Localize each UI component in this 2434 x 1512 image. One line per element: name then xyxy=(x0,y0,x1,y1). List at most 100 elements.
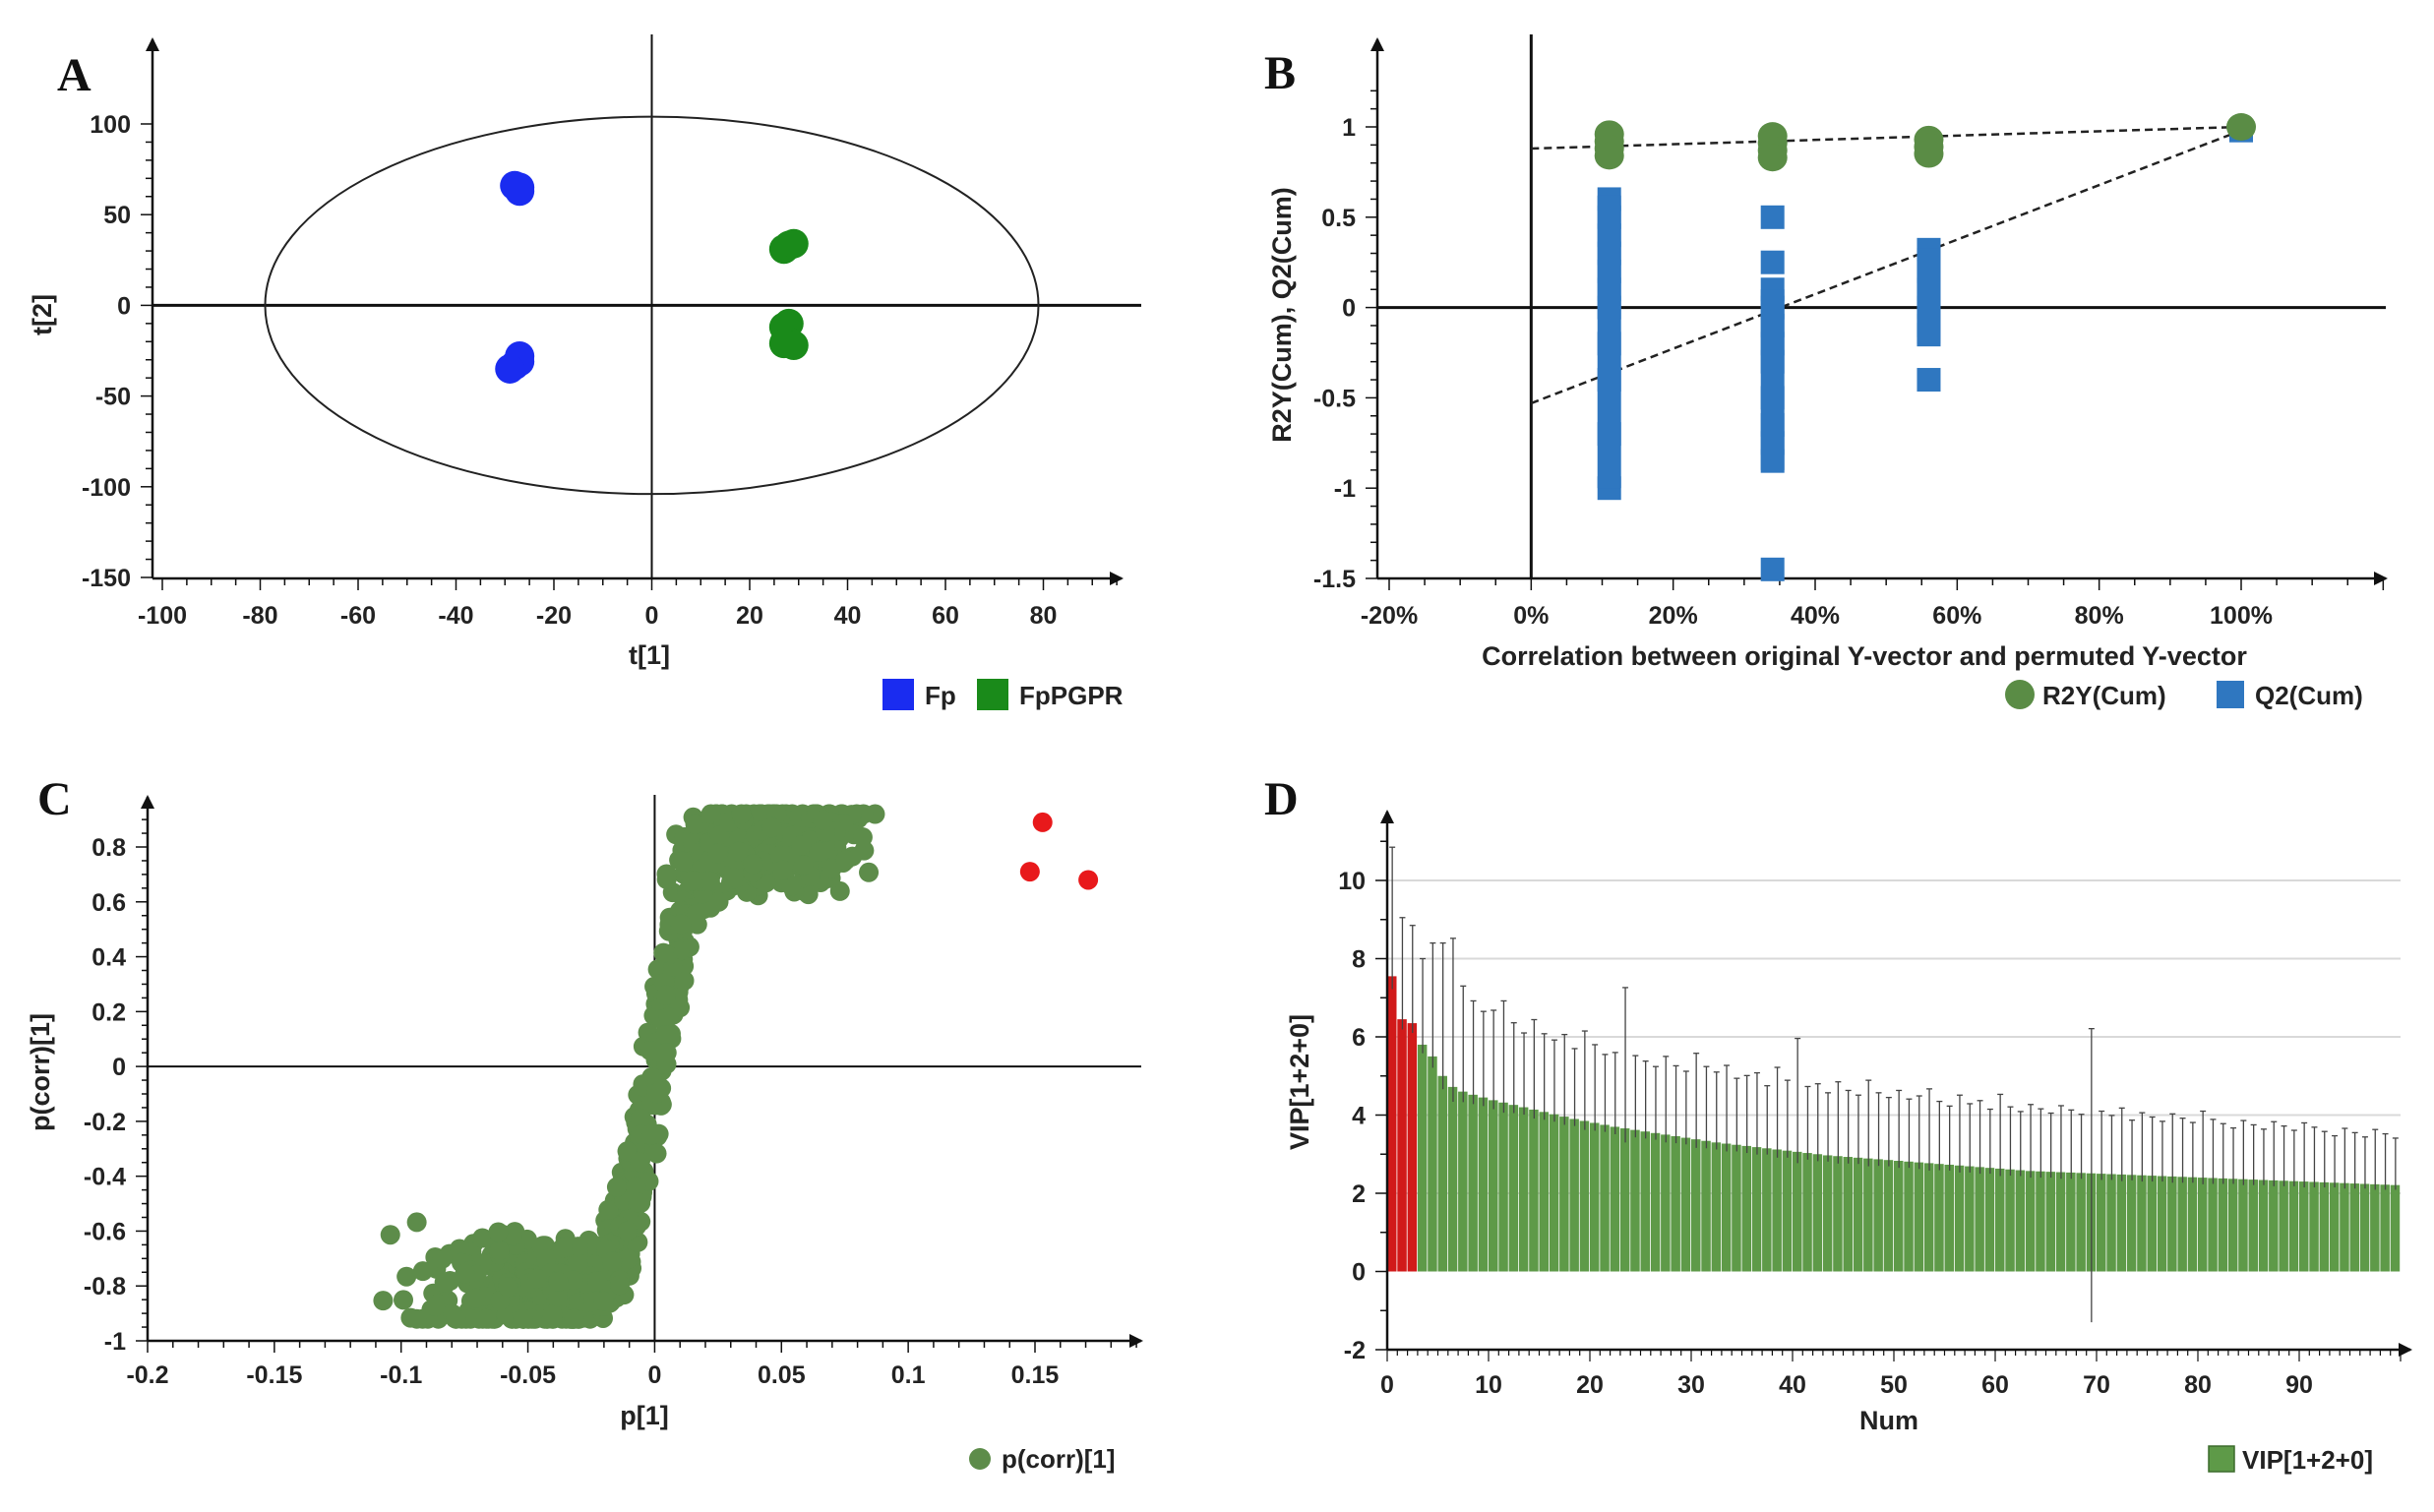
c-point-pcorr xyxy=(655,985,676,1005)
c-point-pcorr xyxy=(526,1268,547,1289)
d-bar xyxy=(2116,1174,2127,1272)
c-point-pcorr xyxy=(617,1249,638,1270)
c-point-pcorr xyxy=(756,873,776,893)
b-point-q2 xyxy=(1917,368,1941,393)
d-y-tick-label: 8 xyxy=(1352,946,1366,974)
c-point-pcorr xyxy=(626,1177,646,1197)
d-bar xyxy=(1508,1105,1519,1272)
d-x-tick-label: 20 xyxy=(1576,1371,1604,1399)
d-bar xyxy=(1650,1132,1661,1272)
d-bar xyxy=(1711,1142,1722,1272)
b-y-tick-label: 0.5 xyxy=(1321,205,1356,232)
c-point-pcorr xyxy=(646,1083,667,1104)
b-y-axis-label: R2Y(Cum), Q2(Cum) xyxy=(1267,187,1297,443)
b-legend-swatch-r2y xyxy=(2005,680,2035,709)
c-point-pcorr xyxy=(685,814,705,834)
a-legend-label-fppgpr: FpPGPR xyxy=(1019,681,1124,710)
d-bar xyxy=(2299,1181,2309,1272)
d-bar xyxy=(2258,1179,2269,1272)
d-bar xyxy=(1721,1143,1732,1272)
d-y-axis-label: VIP[1+2+0] xyxy=(1285,1014,1314,1150)
c-point-pcorr xyxy=(488,1222,509,1242)
d-bar xyxy=(2359,1183,2370,1272)
c-point-pcorr xyxy=(396,1266,417,1287)
panel-a-score-plot: -100 -80 -60 -40 -20 0 20 40 60 80 100 50 0 -50 -100 -1… xyxy=(28,34,1141,710)
c-y-tick-label: 0.6 xyxy=(91,889,126,917)
d-bar xyxy=(1843,1157,1853,1272)
c-point-pcorr xyxy=(656,1043,677,1063)
c-point-pcorr xyxy=(609,1275,630,1296)
c-point-pcorr xyxy=(465,1288,486,1308)
c-point-pcorr xyxy=(476,1308,497,1329)
b-point-q2 xyxy=(1760,557,1785,581)
c-y-tick-label: 0.2 xyxy=(91,998,126,1026)
d-panel-label: D xyxy=(1264,773,1299,825)
c-point-pcorr xyxy=(813,810,833,830)
d-bar xyxy=(1569,1119,1579,1272)
d-bar xyxy=(2208,1178,2218,1272)
b-point-r2y xyxy=(1914,140,1944,168)
c-point-pcorr xyxy=(455,1263,475,1284)
b-x-tick-label: 20% xyxy=(1649,602,1698,630)
c-point-pcorr xyxy=(432,1248,453,1269)
d-bar xyxy=(1782,1150,1793,1272)
a-x-tick-label: -80 xyxy=(242,602,277,630)
d-x-tick-label: 0 xyxy=(1380,1371,1394,1399)
b-point-r2y xyxy=(2226,113,2256,141)
d-bar xyxy=(2147,1176,2157,1272)
d-x-tick-label: 30 xyxy=(1677,1371,1705,1399)
c-legend-swatch xyxy=(969,1448,991,1470)
c-point-pcorr xyxy=(598,1199,619,1220)
d-bar xyxy=(2279,1180,2288,1272)
c-point-pcorr xyxy=(852,827,873,848)
a-x-tick-label: 60 xyxy=(932,602,959,630)
d-bar xyxy=(1549,1114,1559,1272)
b-x-tick-label: 100% xyxy=(2210,602,2273,630)
d-bar xyxy=(2137,1175,2147,1272)
d-bar xyxy=(1751,1147,1762,1272)
a-x-tick-label: 20 xyxy=(736,602,763,630)
d-bar xyxy=(2015,1170,2026,1272)
d-y-tick-label: 6 xyxy=(1352,1024,1366,1052)
b-y-tick-label: 0 xyxy=(1342,295,1356,323)
d-bar xyxy=(1873,1159,1883,1272)
d-bar xyxy=(1954,1165,1965,1272)
d-bar xyxy=(2126,1175,2137,1272)
d-bar xyxy=(1923,1163,1934,1272)
d-bar xyxy=(1701,1140,1711,1272)
a-x-tick-label: -100 xyxy=(138,602,187,630)
c-point-pcorr xyxy=(593,1291,614,1311)
d-bar xyxy=(2025,1171,2036,1272)
a-legend-swatch-fp xyxy=(882,679,914,710)
d-x-tick-label: 50 xyxy=(1880,1371,1908,1399)
a-y-tick-label: -150 xyxy=(82,565,131,592)
c-point-pcorr xyxy=(498,1277,518,1298)
d-bar xyxy=(1995,1168,2005,1272)
d-bar xyxy=(2288,1180,2299,1272)
d-bar xyxy=(1437,1075,1447,1272)
c-point-pcorr xyxy=(639,1040,660,1060)
a-y-tick-label: 100 xyxy=(90,111,131,139)
d-x-axis-label: Num xyxy=(1859,1406,1918,1435)
a-legend-swatch-fppgpr xyxy=(977,679,1008,710)
d-bar xyxy=(2066,1172,2076,1272)
d-bar xyxy=(2319,1181,2330,1272)
c-point-pcorr xyxy=(641,1066,662,1087)
d-bar xyxy=(1661,1134,1671,1272)
c-x-tick-label: 0.15 xyxy=(1011,1361,1060,1389)
c-y-tick-label: 0 xyxy=(112,1054,126,1081)
b-y-tick-label: -1 xyxy=(1334,475,1356,503)
d-bar xyxy=(1498,1102,1508,1272)
c-point-pcorr xyxy=(641,1124,662,1145)
a-point-fp xyxy=(495,353,525,384)
d-bar xyxy=(1671,1135,1680,1272)
d-bar xyxy=(1741,1145,1751,1272)
d-x-tick-label: 70 xyxy=(2083,1371,2110,1399)
c-point-pcorr xyxy=(791,835,812,856)
b-point-q2-stack xyxy=(1917,248,1941,344)
c-point-pcorr xyxy=(656,864,677,884)
panel-d-vip-plot: 0 10 20 30 40 50 60 70 80 901086420-2NumVIP[1+2+0… xyxy=(1264,773,2412,1475)
a-point-fp xyxy=(505,176,535,207)
d-bar xyxy=(1600,1124,1610,1272)
